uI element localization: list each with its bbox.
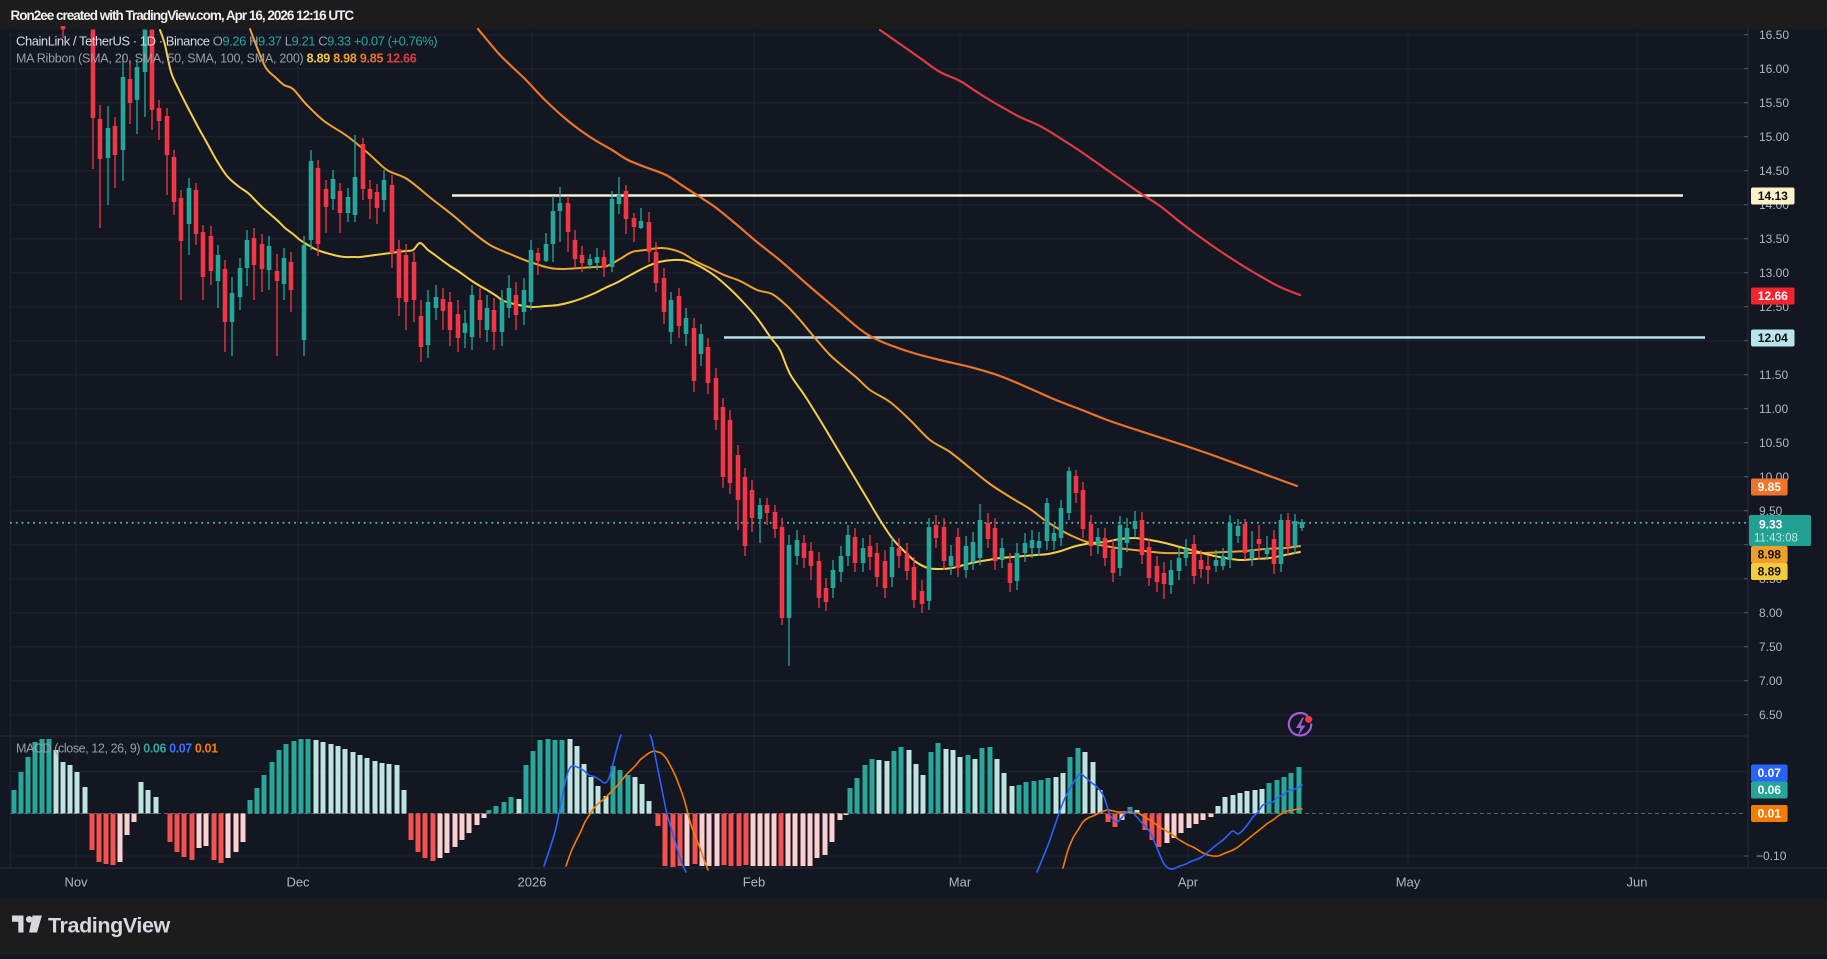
svg-text:0.07: 0.07 <box>1758 766 1782 780</box>
svg-text:8.98: 8.98 <box>1758 548 1782 562</box>
svg-text:Ron2ee created with TradingVie: Ron2ee created with TradingView.com, Apr… <box>11 8 355 23</box>
svg-text:11.50: 11.50 <box>1759 368 1788 382</box>
svg-text:7.00: 7.00 <box>1759 674 1783 688</box>
svg-text:11.00: 11.00 <box>1759 402 1788 416</box>
svg-text:10.50: 10.50 <box>1759 436 1789 450</box>
svg-text:14.13: 14.13 <box>1758 189 1788 203</box>
svg-text:0.01: 0.01 <box>1758 807 1782 821</box>
svg-text:13.00: 13.00 <box>1759 266 1789 280</box>
svg-text:14.50: 14.50 <box>1759 164 1789 178</box>
svg-text:6.50: 6.50 <box>1759 708 1783 722</box>
svg-text:8.00: 8.00 <box>1759 606 1783 620</box>
svg-text:8.89: 8.89 <box>1758 565 1782 579</box>
svg-text:9.33: 9.33 <box>1759 518 1783 532</box>
svg-text:MA Ribbon (SMA, 20, SMA, 50, S: MA Ribbon (SMA, 20, SMA, 50, SMA, 100, S… <box>16 52 417 66</box>
svg-text:ChainLink / TetherUS · 1D · Bi: ChainLink / TetherUS · 1D · Binance O9.2… <box>16 34 437 49</box>
svg-text:12.66: 12.66 <box>1758 289 1788 303</box>
svg-text:0.06: 0.06 <box>1758 783 1782 797</box>
svg-text:May: May <box>1396 875 1421 890</box>
svg-text:13.50: 13.50 <box>1759 232 1789 246</box>
svg-text:16.00: 16.00 <box>1759 62 1789 76</box>
svg-text:TradingView: TradingView <box>48 914 171 938</box>
svg-text:Jun: Jun <box>1627 875 1648 890</box>
svg-text:MACD (close, 12, 26, 9) 0.06: MACD (close, 12, 26, 9) 0.06 0.07 0.01 <box>16 742 218 756</box>
svg-text:15.00: 15.00 <box>1759 130 1789 144</box>
svg-text:15.50: 15.50 <box>1759 96 1789 110</box>
svg-text:12.04: 12.04 <box>1758 331 1788 345</box>
svg-text:Apr: Apr <box>1178 875 1199 890</box>
svg-text:16.50: 16.50 <box>1759 28 1789 42</box>
svg-text:Dec: Dec <box>286 875 310 890</box>
svg-text:11:43:08: 11:43:08 <box>1754 533 1798 545</box>
svg-text:2026: 2026 <box>518 875 547 890</box>
svg-text:−0.10: −0.10 <box>1756 849 1787 863</box>
svg-text:7.50: 7.50 <box>1759 640 1783 654</box>
svg-text:9.50: 9.50 <box>1759 504 1783 518</box>
svg-text:Feb: Feb <box>743 875 765 890</box>
svg-text:Nov: Nov <box>64 875 88 890</box>
svg-text:9.85: 9.85 <box>1758 480 1782 494</box>
svg-text:Mar: Mar <box>949 875 972 890</box>
